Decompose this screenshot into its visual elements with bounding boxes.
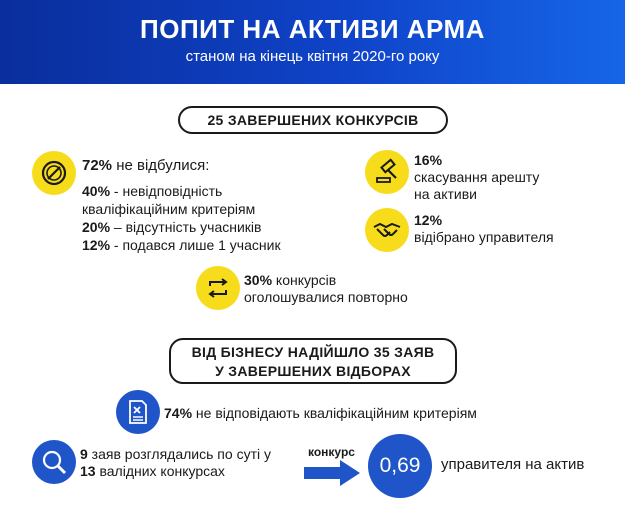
reason-text-1: - невідповідність — [110, 183, 223, 199]
not-held-line: 72% не відбулися: — [82, 157, 209, 174]
page-title: ПОПИТ НА АКТИВИ АРМА — [140, 14, 485, 44]
repeated-line2: оголошувалися повторно — [244, 289, 408, 305]
reason-row-1b: кваліфікаційним критеріям — [82, 201, 255, 218]
reason-pct-2: 20% — [82, 219, 111, 235]
repeat-arrows-icon — [196, 266, 240, 310]
header-banner: ПОПИТ НА АКТИВИ АРМА станом на кінець кв… — [0, 0, 625, 84]
reason-row-1: 40% - невідповідність — [82, 183, 222, 200]
arrest-pct: 16% — [414, 152, 443, 168]
not-held-pct: 72% — [82, 157, 113, 174]
gavel-icon — [365, 150, 409, 194]
manager-line1: відібрано управителя — [414, 229, 554, 245]
considered-line1: 9 заяв розглядались по суті у — [80, 446, 271, 463]
page-subtitle: станом на кінець квітня 2020-го року — [185, 48, 440, 65]
noncompliant-text: не відповідають кваліфікаційним критерія… — [192, 405, 477, 421]
repeated-line1: 30% конкурсів — [244, 272, 336, 289]
reason-text-3: - подався лише 1 учасник — [110, 237, 281, 253]
reason-pct-3: 12% — [82, 237, 111, 253]
manager-pct: 12% — [414, 212, 443, 228]
magnifier-icon — [32, 440, 76, 484]
ratio-value: 0,69 — [368, 434, 432, 498]
section2-heading: ВІД БІЗНЕСУ НАДІЙШЛО 35 ЗАЯВ У ЗАВЕРШЕНИ… — [169, 338, 457, 384]
section2-heading-line1: ВІД БІЗНЕСУ НАДІЙШЛО 35 ЗАЯВ — [191, 344, 435, 360]
ratio-text: управителя на актив — [441, 456, 585, 473]
noncompliant-line: 74% не відповідають кваліфікаційним крит… — [164, 405, 477, 422]
arrest-line2: на активи — [414, 186, 477, 202]
section2-heading-line2: У ЗАВЕРШЕНИХ ВІДБОРАХ — [215, 363, 411, 379]
prohibited-icon — [32, 151, 76, 195]
considered-n2: 13 — [80, 463, 96, 479]
considered-line2: 13 валідних конкурсах — [80, 463, 225, 480]
noncompliant-pct: 74% — [164, 405, 193, 421]
arrow-label: конкурс — [308, 445, 355, 459]
arrest-line1: скасування арешту — [414, 169, 540, 185]
arrow-right-icon — [304, 460, 360, 491]
reason-row-2: 20% – відсутність учасників — [82, 219, 261, 236]
reason-text-1b: кваліфікаційним критеріям — [82, 201, 256, 217]
repeated-text: конкурсів — [272, 272, 337, 288]
considered-t2: валідних конкурсах — [95, 463, 225, 479]
reason-text-2: – відсутність учасників — [110, 219, 262, 235]
not-held-label: не відбулися: — [116, 157, 210, 174]
handshake-icon — [365, 208, 409, 252]
considered-t1: заяв розглядались по суті у — [87, 446, 271, 462]
reason-pct-1: 40% — [82, 183, 111, 199]
reason-row-3: 12% - подався лише 1 учасник — [82, 237, 281, 254]
considered-n1: 9 — [80, 446, 88, 462]
section1-heading: 25 ЗАВЕРШЕНИХ КОНКУРСІВ — [178, 106, 448, 134]
document-x-icon — [116, 390, 160, 434]
repeated-pct: 30% — [244, 272, 273, 288]
